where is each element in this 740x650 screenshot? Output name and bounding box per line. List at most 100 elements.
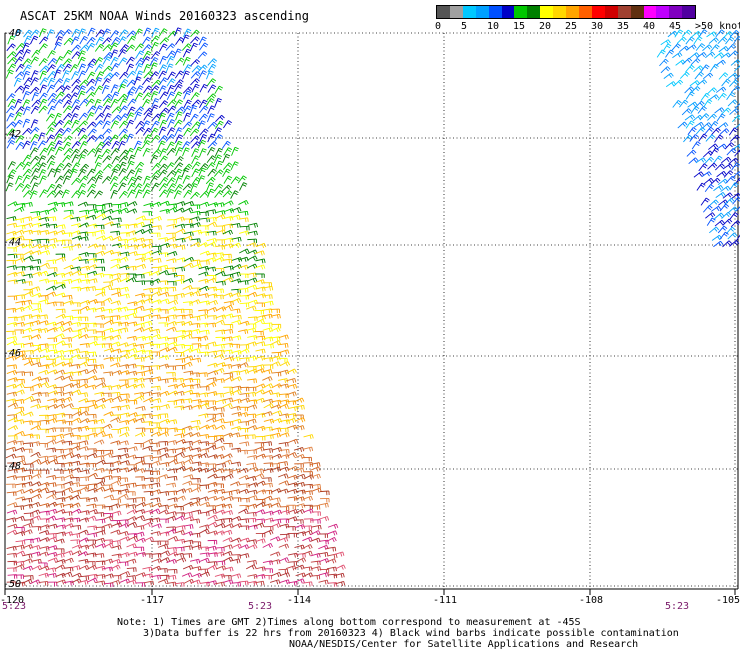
wind-barb	[30, 56, 39, 65]
wind-barb	[182, 70, 190, 80]
wind-barb	[278, 557, 290, 563]
wind-barb	[15, 266, 26, 271]
wind-barb	[190, 222, 202, 228]
wind-barb	[37, 314, 49, 320]
wind-barb	[166, 223, 177, 229]
wind-barb	[672, 52, 683, 59]
wind-barb	[182, 347, 193, 354]
wind-barb	[14, 218, 25, 224]
wind-barb	[87, 208, 99, 214]
wind-barb	[151, 79, 162, 87]
wind-barb	[214, 147, 223, 157]
wind-barb	[215, 462, 227, 468]
wind-barb	[111, 429, 121, 434]
wind-barb	[151, 414, 162, 420]
wind-barb	[78, 148, 89, 157]
wind-barb	[206, 146, 216, 156]
wind-barb	[109, 134, 119, 143]
wind-barb	[95, 36, 104, 46]
wind-barb	[255, 242, 267, 249]
wind-barb	[729, 182, 739, 191]
wind-barb	[734, 65, 740, 72]
wind-barb	[77, 327, 89, 333]
wind-barb	[70, 453, 82, 459]
wind-barb	[286, 452, 297, 458]
wind-barb	[704, 126, 715, 135]
wind-barb	[181, 572, 193, 578]
wind-barb	[151, 553, 162, 558]
wind-barb	[688, 157, 699, 165]
wind-barb	[174, 223, 186, 229]
wind-barb	[207, 435, 218, 441]
wind-barb	[7, 560, 18, 566]
wind-barb	[721, 107, 731, 115]
wind-barb	[214, 483, 225, 488]
wind-barb	[55, 497, 66, 503]
wind-barb	[126, 208, 138, 214]
wind-barb	[7, 98, 17, 108]
wind-barb	[175, 329, 186, 335]
wind-barb	[730, 220, 740, 228]
wind-barb	[102, 505, 113, 511]
wind-barb	[199, 42, 209, 51]
wind-barb	[717, 92, 727, 101]
wind-barb	[118, 286, 129, 292]
wind-barb	[6, 391, 17, 397]
wind-barb	[238, 449, 248, 455]
wind-barb	[325, 558, 337, 564]
wind-barb	[102, 105, 111, 114]
wind-barb	[310, 505, 321, 510]
wind-barb	[23, 342, 34, 348]
wind-barb	[294, 463, 304, 468]
wind-barb	[22, 281, 33, 286]
wind-barb	[135, 537, 146, 543]
wind-barb	[71, 572, 82, 578]
wind-barb	[63, 105, 73, 114]
wind-barb	[15, 141, 25, 151]
wind-barb	[183, 64, 192, 73]
wind-barb	[279, 361, 291, 367]
wind-barb	[109, 42, 119, 51]
wind-barb	[94, 105, 103, 114]
wind-barb	[714, 134, 724, 143]
wind-barb	[45, 515, 57, 521]
wind-barb	[23, 255, 34, 261]
wind-barb	[22, 481, 33, 487]
wind-barb	[95, 266, 106, 272]
wind-barb	[22, 128, 32, 136]
wind-barb	[239, 525, 250, 530]
wind-barb	[716, 170, 727, 178]
wind-barb	[142, 350, 153, 355]
wind-barb	[167, 71, 176, 80]
wind-barb	[127, 154, 136, 164]
wind-barb	[214, 183, 224, 192]
wind-barb	[29, 286, 41, 292]
note-line-2: 3)Data buffer is 22 hrs from 20160323 4)…	[143, 628, 679, 639]
wind-barb	[724, 142, 735, 150]
wind-barb	[215, 560, 226, 566]
wind-barb	[207, 121, 218, 130]
wind-barb	[182, 511, 193, 517]
wind-barb	[310, 574, 321, 580]
wind-barb	[174, 546, 185, 552]
wind-barb	[143, 219, 154, 224]
wind-barb	[62, 343, 73, 349]
x-tick-label-105w: -105	[716, 595, 740, 606]
wind-barb	[13, 77, 22, 87]
wind-barb	[722, 192, 733, 199]
wind-barb	[704, 184, 715, 192]
wind-barb	[213, 434, 224, 440]
wind-barb	[54, 99, 64, 108]
wind-barb	[326, 530, 338, 536]
wind-barb	[78, 517, 90, 523]
wind-barb	[103, 487, 115, 493]
wind-barb	[142, 228, 153, 234]
wind-barb	[135, 63, 144, 72]
wind-barb	[142, 566, 153, 572]
wind-barb	[223, 162, 233, 171]
wind-barb	[182, 446, 194, 452]
wind-barb	[685, 36, 695, 45]
wind-barb	[102, 136, 113, 144]
wind-barb	[135, 57, 145, 66]
wind-barb	[684, 114, 695, 121]
